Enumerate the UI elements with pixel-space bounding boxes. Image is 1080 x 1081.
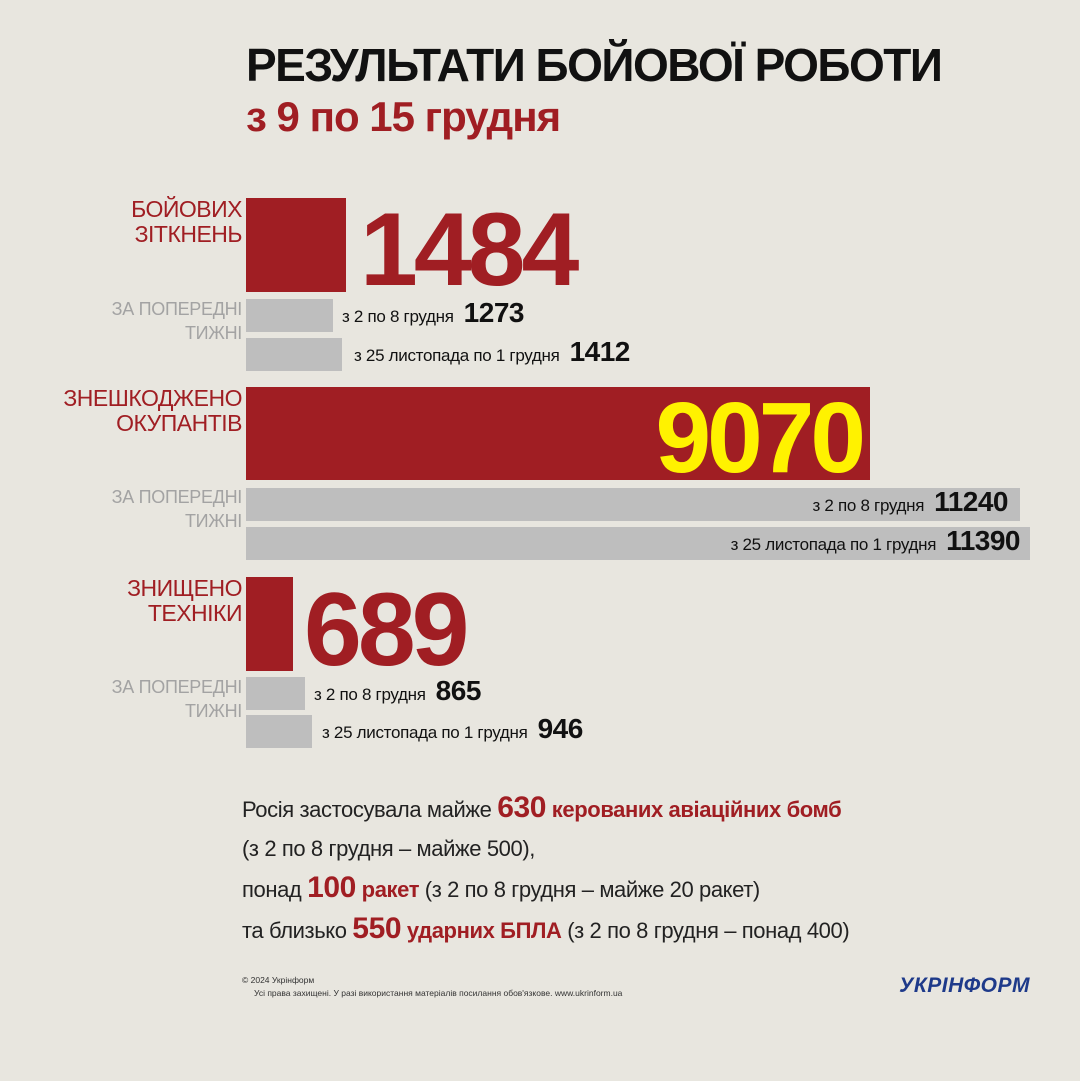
page-subtitle: з 9 по 15 грудня <box>246 93 561 140</box>
value-current-engagements: 1484 <box>360 192 579 308</box>
previous-weeks-label: ЗА ПОПЕРЕДНІ ТИЖНІ <box>111 677 243 721</box>
copyright-notice: © 2024 Укрінформ Усі права захищені. У р… <box>242 974 622 1000</box>
bar-prev2-equipment <box>246 715 312 748</box>
page-title: РЕЗУЛЬТАТИ БОЙОВОЇ РОБОТИ <box>246 39 943 91</box>
summary-line-bombs: Росія застосувала майже 630 керованих ав… <box>242 791 842 824</box>
missiles-count: 100 <box>307 871 356 904</box>
copyright-text: © 2024 Укрінформ <box>242 975 315 985</box>
bar-prev2-occupants <box>246 527 1030 560</box>
prev1-occupants: з 2 по 8 грудня 11240 <box>812 486 1009 517</box>
summary-line-drones: та близько 550 ударних БПЛА (з 2 по 8 гр… <box>242 912 850 945</box>
prev2-occupants: з 25 листопада по 1 грудня 11390 <box>730 525 1021 556</box>
drones-count: 550 <box>352 912 402 945</box>
bar-current-engagements <box>246 198 346 292</box>
summary-line-missiles: понад 100 ракет (з 2 по 8 грудня – майже… <box>242 871 760 904</box>
category-label-equipment: ЗНИЩЕНО ТЕХНІКИ <box>127 575 242 626</box>
value-current-equipment: 689 <box>304 572 470 688</box>
previous-weeks-label: ЗА ПОПЕРЕДНІ ТИЖНІ <box>111 299 243 343</box>
bombs-count: 630 <box>497 791 547 824</box>
prev2-engagements: з 25 листопада по 1 грудня 1412 <box>354 336 630 367</box>
summary-text: Росія застосувала майже 630 керованих ав… <box>242 788 850 950</box>
bar-prev2-engagements <box>246 338 342 371</box>
bar-current-equipment <box>246 577 293 671</box>
category-label-engagements: БОЙОВИХ ЗІТКНЕНЬ <box>131 196 242 247</box>
rights-text: Усі права захищені. У разі використання … <box>254 988 623 998</box>
prev1-engagements: з 2 по 8 грудня 1273 <box>342 297 524 328</box>
bar-prev1-occupants <box>246 488 1020 521</box>
bar-prev1-equipment <box>246 677 305 710</box>
prev2-equipment: з 25 листопада по 1 грудня 946 <box>322 713 583 744</box>
category-label-occupants: ЗНЕШКОДЖЕНО ОКУПАНТІВ <box>63 385 242 436</box>
bar-prev1-engagements <box>246 299 333 332</box>
value-current-occupants: 9070 <box>655 382 866 494</box>
prev1-equipment: з 2 по 8 грудня 865 <box>314 675 481 706</box>
summary-line-bombs-prev: (з 2 по 8 грудня – майже 500), <box>242 836 535 861</box>
bar-current-occupants <box>246 387 870 480</box>
previous-weeks-label: ЗА ПОПЕРЕДНІ ТИЖНІ <box>111 487 243 531</box>
ukrinform-logo[interactable]: УКРІНФОРМ <box>899 974 1030 997</box>
